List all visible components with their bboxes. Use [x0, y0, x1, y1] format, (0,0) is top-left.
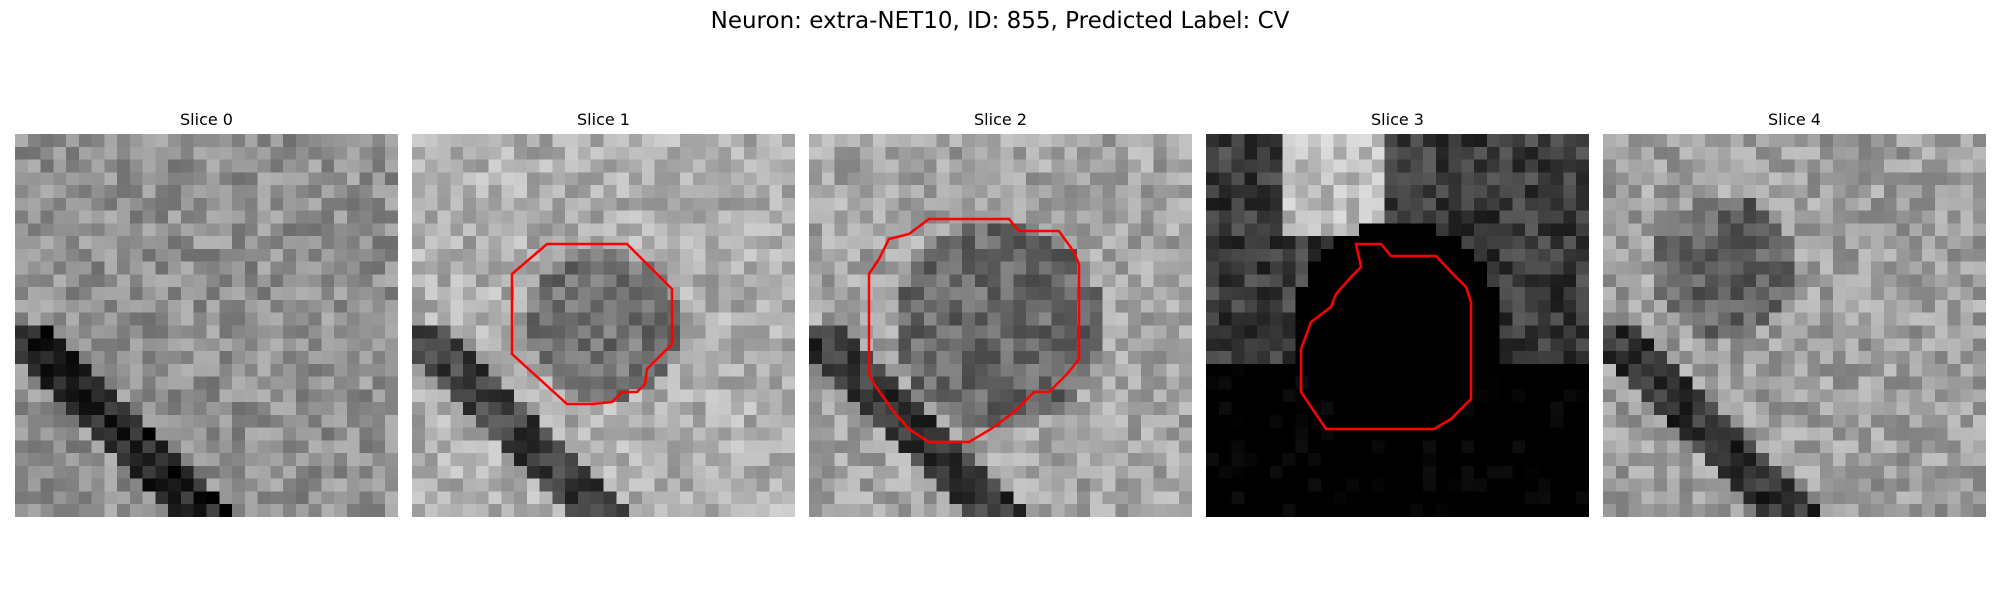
contour-overlay [809, 134, 1192, 517]
slice-label: Slice 2 [809, 110, 1192, 134]
cell-contour [1301, 244, 1471, 429]
slice-label: Slice 4 [1603, 110, 1986, 134]
contour-overlay [412, 134, 795, 517]
slice-panel-0: Slice 0 [15, 110, 398, 134]
slice-image [15, 134, 398, 517]
slice-label: Slice 0 [15, 110, 398, 134]
slice-label: Slice 1 [412, 110, 795, 134]
slice-panel-3: Slice 3 [1206, 110, 1589, 134]
slice-panel-1: Slice 1 [412, 110, 795, 134]
slice-image [1603, 134, 1986, 517]
slice-label: Slice 3 [1206, 110, 1589, 134]
slice-panel-4: Slice 4 [1603, 110, 1986, 134]
figure-title: Neuron: extra-NET10, ID: 855, Predicted … [0, 8, 2000, 34]
contour-overlay [1206, 134, 1589, 517]
cell-contour [869, 219, 1079, 442]
slice-panel-2: Slice 2 [809, 110, 1192, 134]
cell-contour [512, 244, 672, 404]
